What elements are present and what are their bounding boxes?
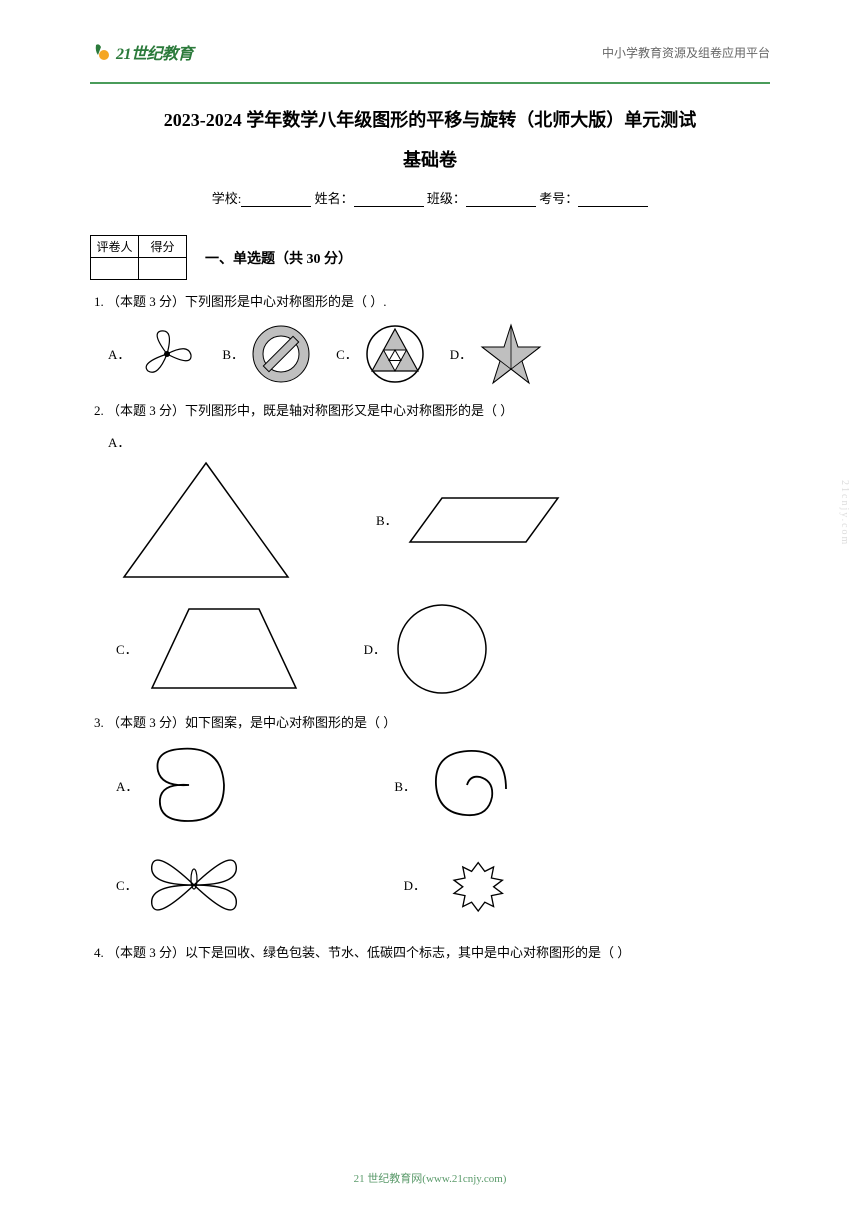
q3-icon-b-spiral xyxy=(422,743,512,828)
section1-title: 一、单选题（共 30 分） xyxy=(205,248,352,268)
q3-label-a: A． xyxy=(116,776,138,795)
q2-label-d: D． xyxy=(364,639,386,658)
section-header-row: 评卷人 得分 一、单选题（共 30 分） xyxy=(90,235,770,280)
q1-stem: 1. （本题 3 分）下列图形是中心对称图形的是（ ）. xyxy=(90,292,770,313)
q2-row2: C． D． xyxy=(90,599,770,699)
q1-label-c: C． xyxy=(336,344,358,363)
score-empty1[interactable] xyxy=(91,258,139,280)
q1-label-d: D． xyxy=(450,344,472,363)
q2-icon-a-triangle xyxy=(116,455,296,585)
name-label: 姓名： xyxy=(315,191,354,206)
logo: 21世纪教育 xyxy=(90,40,193,64)
q3-label-b: B． xyxy=(394,776,416,795)
q2-icon-c-trapezoid xyxy=(144,601,304,696)
class-label: 班级： xyxy=(427,191,466,206)
page-title: 2023-2024 学年数学八年级图形的平移与旋转（北师大版）单元测试 xyxy=(90,106,770,132)
q1-options: A． B． C． D． xyxy=(90,323,770,385)
q3-label-c: C． xyxy=(116,875,138,894)
q3-label-d: D． xyxy=(404,875,426,894)
logo-title: 21世纪教育 xyxy=(116,40,193,64)
q3-row1: A． B． xyxy=(90,743,770,828)
header-right-text: 中小学教育资源及组卷应用平台 xyxy=(602,44,770,61)
q3-icon-d-koch xyxy=(432,842,517,927)
q3-icon-c-butterfly xyxy=(144,847,244,922)
class-blank[interactable] xyxy=(466,193,536,207)
q1-option-d[interactable]: D． xyxy=(450,323,544,385)
school-label: 学校: xyxy=(212,191,242,206)
school-blank[interactable] xyxy=(241,193,311,207)
q3-icon-a-cardioid xyxy=(144,743,234,828)
examno-blank[interactable] xyxy=(578,193,648,207)
q3-option-d[interactable]: D． xyxy=(404,842,517,927)
q3-stem: 3. （本题 3 分）如下图案，是中心对称图形的是（ ） xyxy=(90,713,770,734)
header-divider xyxy=(90,82,770,84)
logo-icon xyxy=(90,41,112,63)
page-footer: 21 世纪教育网(www.21cnjy.com) xyxy=(0,1170,860,1186)
q2-icon-b-parallelogram xyxy=(404,490,564,550)
q2-label-a: A． xyxy=(90,432,770,451)
student-form: 学校: 姓名： 班级： 考号： xyxy=(90,188,770,207)
q2-label-b: B． xyxy=(376,510,398,529)
score-c2: 得分 xyxy=(139,236,187,258)
q1-icon-a-fan xyxy=(136,325,198,383)
q2-label-c: C． xyxy=(116,639,138,658)
examno-label: 考号： xyxy=(539,191,578,206)
q2-option-b[interactable]: B． xyxy=(376,490,564,550)
q1-icon-d-star xyxy=(478,323,544,385)
q2-option-d[interactable]: D． xyxy=(364,599,492,699)
q1-option-c[interactable]: C． xyxy=(336,323,426,385)
name-blank[interactable] xyxy=(354,193,424,207)
q1-option-a[interactable]: A． xyxy=(108,325,198,383)
q2-option-c[interactable]: C． xyxy=(116,601,304,696)
q3-option-a[interactable]: A． xyxy=(116,743,234,828)
q1-icon-b-nosign xyxy=(250,323,312,385)
page-subtitle: 基础卷 xyxy=(90,146,770,172)
q2-icon-d-circle xyxy=(392,599,492,699)
q3-row2: C． D． xyxy=(90,842,770,927)
score-empty2[interactable] xyxy=(139,258,187,280)
q2-stem: 2. （本题 3 分）下列图形中，既是轴对称图形又是中心对称图形的是（ ） xyxy=(90,401,770,422)
score-c1: 评卷人 xyxy=(91,236,139,258)
page-header: 21世纪教育 中小学教育资源及组卷应用平台 xyxy=(90,40,770,64)
score-table: 评卷人 得分 xyxy=(90,235,187,280)
q3-option-b[interactable]: B． xyxy=(394,743,512,828)
q3-option-c[interactable]: C． xyxy=(116,847,244,922)
q4-stem: 4. （本题 3 分）以下是回收、绿色包装、节水、低碳四个标志，其中是中心对称图… xyxy=(90,943,770,964)
q2-option-a[interactable] xyxy=(116,455,296,585)
q1-label-b: B． xyxy=(222,344,244,363)
q1-label-a: A． xyxy=(108,344,130,363)
q1-option-b[interactable]: B． xyxy=(222,323,312,385)
watermark: 21cnjy.com xyxy=(839,480,850,546)
q2-row1: B． xyxy=(90,455,770,585)
q1-icon-c-triangle xyxy=(364,323,426,385)
